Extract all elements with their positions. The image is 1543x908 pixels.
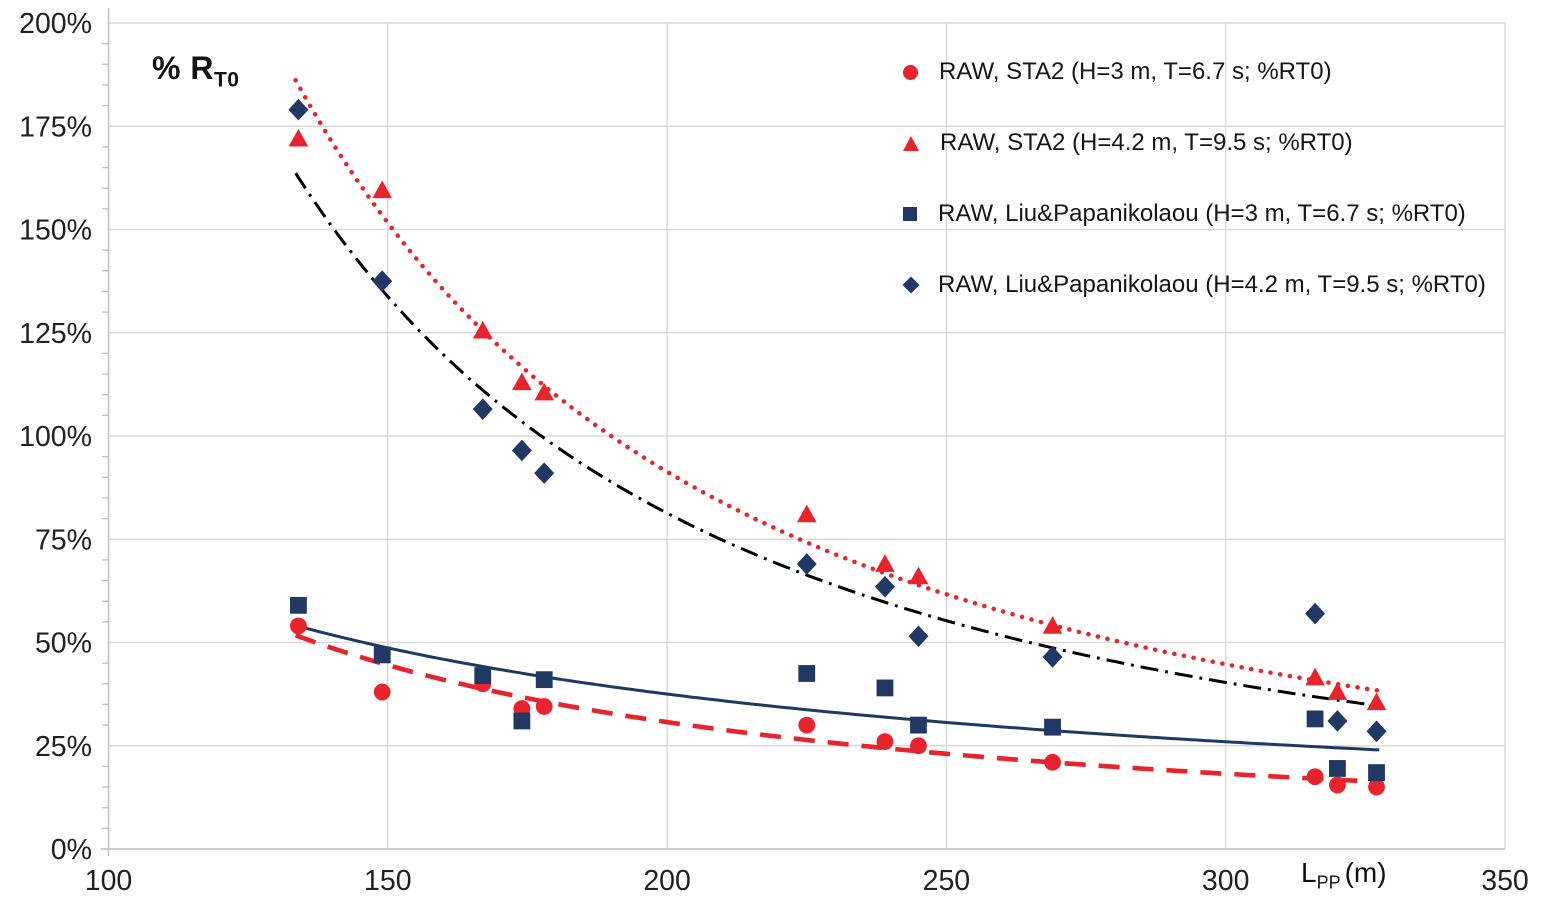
x-tick-label: 300: [1202, 865, 1250, 897]
data-point-triangle: [1042, 616, 1063, 634]
data-point-triangle: [534, 382, 555, 401]
x-tick-label: 100: [85, 865, 133, 897]
data-point-circle: [290, 617, 307, 635]
data-point-circle: [876, 733, 894, 751]
data-point-square: [474, 667, 492, 684]
y-axis-title-main: % R: [152, 50, 214, 86]
legend-marker-triangle-icon: [903, 135, 919, 151]
y-axis-title-subscript: T0: [213, 68, 240, 92]
trend-line-dashdot: [294, 172, 1380, 708]
data-point-diamond: [472, 398, 493, 420]
data-point-circle: [535, 698, 553, 715]
data-point-diamond: [1042, 646, 1063, 668]
legend-marker-circle-icon: [903, 64, 918, 80]
y-tick-label: 25%: [35, 731, 92, 763]
data-point-triangle: [288, 128, 309, 147]
legend-label: RAW, STA2 (H=4.2 m, T=9.5 s; %RT0): [940, 129, 1353, 156]
legend-item: RAW, Liu&Papanikolaou (H=3 m, T=6.7 s; %…: [903, 200, 1486, 228]
data-point-square: [1044, 718, 1061, 736]
x-tick-label: 200: [643, 865, 691, 897]
data-point-triangle: [1305, 667, 1325, 686]
data-point-triangle: [796, 504, 817, 523]
data-point-diamond: [1366, 720, 1387, 743]
x-axis-title: LPP (m): [1301, 857, 1387, 894]
y-tick-label: 0%: [51, 834, 92, 866]
data-point-square: [910, 716, 927, 734]
y-tick-label: 150%: [19, 215, 92, 247]
data-point-circle: [798, 716, 816, 734]
data-point-triangle: [1366, 692, 1387, 711]
legend-item: RAW, STA2 (H=4.2 m, T=9.5 s; %RT0): [903, 129, 1486, 157]
data-point-diamond: [511, 439, 532, 462]
legend-marker-square-icon: [903, 207, 917, 221]
data-point-diamond: [372, 270, 393, 292]
data-point-square: [513, 712, 531, 730]
trend-line-solid: [295, 623, 1380, 752]
data-point-square: [290, 596, 307, 614]
data-point-diamond: [796, 553, 817, 575]
legend-label: RAW, Liu&Papanikolaou (H=3 m, T=6.7 s; %…: [938, 200, 1466, 227]
data-point-square: [1306, 710, 1324, 728]
x-axis-title-subscript: PP: [1316, 872, 1341, 893]
y-tick-label: 175%: [19, 111, 92, 143]
legend-marker-diamond-icon: [902, 276, 920, 294]
data-point-diamond: [908, 625, 929, 648]
data-point-triangle: [908, 566, 929, 585]
data-point-circle: [1329, 776, 1346, 794]
data-point-diamond: [288, 98, 309, 121]
data-point-square: [535, 671, 553, 689]
x-tick-label: 350: [1481, 865, 1529, 897]
data-point-square: [798, 665, 816, 682]
x-axis-title-unit: (m): [1344, 857, 1387, 888]
legend: RAW, STA2 (H=3 m, T=6.7 s; %RT0) RAW, ST…: [902, 58, 1486, 342]
data-point-square: [1368, 764, 1385, 781]
x-tick-label: 150: [364, 865, 412, 897]
data-point-diamond: [1305, 602, 1326, 625]
data-point-square: [1329, 760, 1346, 777]
trend-line-dotted: [293, 77, 1382, 693]
data-point-diamond: [534, 462, 555, 484]
x-tick-label: 250: [923, 865, 971, 897]
data-point-triangle: [875, 554, 895, 572]
data-point-triangle: [512, 372, 532, 391]
y-tick-label: 125%: [19, 318, 92, 350]
trend-line-dashed: [294, 633, 1380, 785]
data-point-triangle: [372, 180, 393, 199]
y-tick-label: 200%: [19, 8, 92, 40]
data-point-square: [373, 646, 391, 664]
data-point-diamond: [874, 575, 895, 598]
data-point-diamond: [1327, 710, 1348, 732]
legend-label: RAW, STA2 (H=3 m, T=6.7 s; %RT0): [939, 58, 1332, 85]
data-point-circle: [1368, 778, 1385, 796]
data-point-square: [876, 679, 894, 697]
y-axis-title: % RT0: [152, 50, 239, 92]
legend-label: RAW, Liu&Papanikolaou (H=4.2 m, T=9.5 s;…: [938, 271, 1486, 298]
y-tick-label: 50%: [35, 628, 92, 660]
data-point-circle: [1306, 768, 1324, 786]
data-point-triangle: [472, 320, 493, 339]
data-point-circle: [373, 683, 391, 701]
data-point-circle: [910, 737, 927, 755]
y-tick-label: 75%: [35, 524, 92, 556]
legend-item: RAW, Liu&Papanikolaou (H=4.2 m, T=9.5 s;…: [902, 271, 1486, 299]
data-point-triangle: [1327, 682, 1348, 700]
legend-item: RAW, STA2 (H=3 m, T=6.7 s; %RT0): [903, 58, 1486, 86]
y-tick-label: 100%: [19, 421, 92, 453]
data-point-circle: [1044, 753, 1061, 771]
x-axis-title-main: L: [1301, 857, 1317, 888]
